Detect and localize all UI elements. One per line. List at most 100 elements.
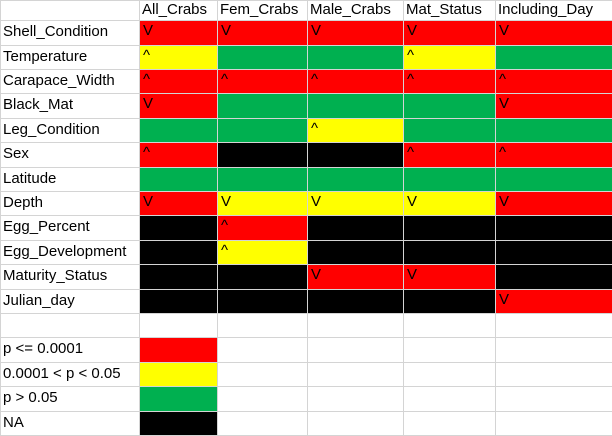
legend-label[interactable]: p > 0.05 [0,386,140,412]
significance-cell[interactable]: ^ [307,69,404,95]
empty-cell[interactable] [495,386,612,412]
legend-label[interactable]: p <= 0.0001 [0,337,140,363]
empty-cell[interactable] [217,410,308,436]
row-label[interactable]: Temperature [0,44,140,71]
row-label[interactable]: Leg_Condition [0,117,140,144]
significance-cell[interactable] [307,142,404,168]
significance-cell[interactable]: V [403,264,496,290]
significance-cell[interactable]: V [495,93,612,119]
significance-cell[interactable] [217,44,308,71]
significance-cell[interactable] [403,93,496,119]
empty-cell[interactable] [307,410,404,436]
row-label[interactable]: Egg_Percent [0,215,140,241]
significance-cell[interactable] [139,288,218,315]
significance-cell[interactable]: ^ [217,215,308,241]
significance-cell[interactable]: V [139,191,218,217]
significance-cell[interactable] [217,93,308,119]
significance-cell[interactable]: ^ [139,69,218,95]
significance-cell[interactable] [307,288,404,315]
significance-cell[interactable]: V [139,20,218,46]
significance-cell[interactable] [403,215,496,241]
legend-swatch[interactable] [139,361,218,388]
legend-label[interactable]: 0.0001 < p < 0.05 [0,361,140,388]
significance-cell[interactable] [403,166,496,193]
significance-cell[interactable]: V [139,93,218,119]
legend-swatch[interactable] [139,337,218,363]
empty-cell[interactable] [0,312,140,339]
empty-cell[interactable] [139,312,218,339]
significance-cell[interactable]: V [403,20,496,46]
significance-cell[interactable] [307,44,404,71]
significance-cell[interactable] [307,239,404,266]
significance-cell[interactable]: V [307,264,404,290]
row-label[interactable]: Latitude [0,166,140,193]
empty-cell[interactable] [495,410,612,436]
empty-cell[interactable] [495,337,612,363]
empty-cell[interactable] [495,361,612,388]
empty-cell[interactable] [307,386,404,412]
significance-cell[interactable] [307,93,404,119]
significance-cell[interactable]: V [307,20,404,46]
corner-cell[interactable] [0,0,140,22]
significance-cell[interactable]: V [495,288,612,315]
empty-cell[interactable] [217,386,308,412]
significance-cell[interactable] [495,215,612,241]
significance-cell[interactable] [217,166,308,193]
empty-cell[interactable] [403,410,496,436]
significance-cell[interactable] [217,264,308,290]
significance-cell[interactable]: ^ [403,44,496,71]
legend-swatch[interactable] [139,386,218,412]
empty-cell[interactable] [403,312,496,339]
empty-cell[interactable] [403,337,496,363]
significance-cell[interactable] [495,264,612,290]
significance-cell[interactable]: V [307,191,404,217]
significance-cell[interactable] [307,215,404,241]
significance-cell[interactable] [139,239,218,266]
significance-cell[interactable]: ^ [139,44,218,71]
significance-cell[interactable] [495,239,612,266]
significance-cell[interactable] [403,117,496,144]
row-label[interactable]: Egg_Development [0,239,140,266]
empty-cell[interactable] [307,337,404,363]
significance-cell[interactable]: ^ [139,142,218,168]
significance-cell[interactable]: ^ [217,239,308,266]
significance-cell[interactable]: ^ [403,69,496,95]
column-header[interactable]: All_Crabs [139,0,218,22]
column-header[interactable]: Male_Crabs [307,0,404,22]
empty-cell[interactable] [495,312,612,339]
legend-swatch[interactable] [139,410,218,436]
row-label[interactable]: Sex [0,142,140,168]
significance-cell[interactable] [139,215,218,241]
significance-cell[interactable]: V [403,191,496,217]
row-label[interactable]: Black_Mat [0,93,140,119]
empty-cell[interactable] [217,361,308,388]
significance-cell[interactable]: ^ [307,117,404,144]
significance-cell[interactable] [217,142,308,168]
empty-cell[interactable] [403,361,496,388]
row-label[interactable]: Carapace_Width [0,69,140,95]
column-header[interactable]: Fem_Crabs [217,0,308,22]
significance-cell[interactable] [403,239,496,266]
significance-cell[interactable]: ^ [495,142,612,168]
legend-label[interactable]: NA [0,410,140,436]
significance-cell[interactable]: V [495,20,612,46]
row-label[interactable]: Depth [0,191,140,217]
column-header[interactable]: Including_Day [495,0,612,22]
significance-cell[interactable] [217,288,308,315]
significance-cell[interactable]: V [217,191,308,217]
significance-cell[interactable] [307,166,404,193]
significance-cell[interactable] [139,166,218,193]
empty-cell[interactable] [403,386,496,412]
row-label[interactable]: Julian_day [0,288,140,315]
significance-cell[interactable] [139,264,218,290]
significance-cell[interactable]: V [217,20,308,46]
empty-cell[interactable] [307,312,404,339]
significance-cell[interactable] [495,166,612,193]
row-label[interactable]: Maturity_Status [0,264,140,290]
column-header[interactable]: Mat_Status [403,0,496,22]
significance-cell[interactable] [495,117,612,144]
significance-cell[interactable]: V [495,191,612,217]
empty-cell[interactable] [307,361,404,388]
significance-cell[interactable] [495,44,612,71]
significance-cell[interactable]: ^ [403,142,496,168]
